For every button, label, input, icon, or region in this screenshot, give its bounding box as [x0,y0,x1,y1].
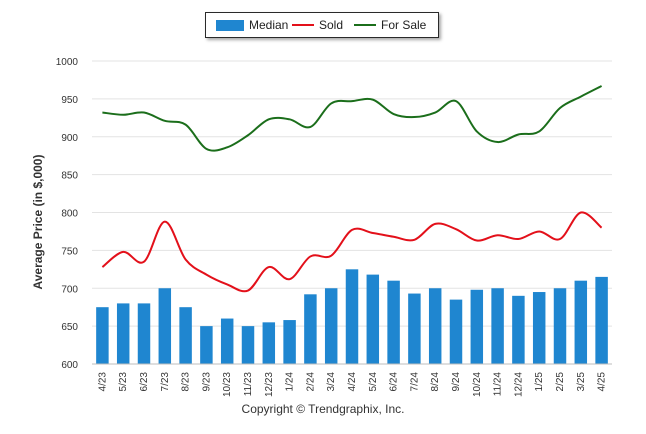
x-tick-label: 9/23 [201,372,212,392]
x-tick-label: 10/24 [472,372,483,397]
median-bar[interactable] [512,295,525,364]
legend-item-median[interactable]: Median [216,18,288,32]
x-tick-label: 3/25 [576,372,587,392]
x-tick-label: 4/24 [347,372,358,392]
median-bar[interactable] [283,320,296,364]
x-tick-label: 1/24 [285,372,296,392]
median-bar[interactable] [304,294,317,364]
median-bar[interactable] [470,289,484,364]
x-tick-label: 4/25 [597,372,608,392]
y-tick-label: 650 [61,322,78,333]
x-tick-label: 6/24 [389,372,400,392]
median-bar[interactable] [491,288,504,364]
y-tick-label: 800 [61,209,78,220]
x-tick-label: 12/24 [513,372,524,397]
legend-item-sold[interactable]: Sold [292,18,343,32]
median-bar[interactable] [532,292,546,364]
median-bar[interactable] [449,299,463,364]
legend-label-for-sale: For Sale [381,18,427,32]
y-tick-label: 1000 [56,57,79,68]
median-bar[interactable] [179,307,192,364]
median-bar[interactable] [200,326,213,364]
for-sale-line[interactable] [102,85,603,152]
x-tick-label: 3/24 [326,372,337,392]
y-tick-label: 900 [61,133,78,144]
x-tick-label: 4/23 [97,372,108,392]
median-bar[interactable] [241,326,255,364]
median-bar[interactable] [324,288,338,364]
x-tick-label: 7/23 [160,372,171,392]
x-tick-label: 5/24 [368,372,379,392]
y-tick-label: 850 [61,171,78,182]
legend-swatch-for-sale [354,24,376,26]
median-bar[interactable] [345,269,359,364]
median-bar[interactable] [366,274,380,364]
median-bar[interactable] [387,280,400,364]
median-bar[interactable] [220,318,234,364]
x-tick-label: 11/24 [493,372,504,397]
sold-line[interactable] [101,211,603,293]
x-tick-label: 10/23 [222,372,233,397]
x-tick-label: 8/23 [181,372,192,392]
copyright-footer: Copyright © Trendgraphix, Inc. [241,402,405,416]
x-tick-label: 5/23 [118,372,129,392]
x-tick-label: 2/25 [555,372,566,392]
median-bar[interactable] [158,288,172,364]
x-tick-label: 1/25 [534,372,545,392]
x-tick-label: 9/24 [451,372,462,392]
legend-label-sold: Sold [319,18,344,32]
median-bar[interactable] [116,303,130,364]
median-bar[interactable] [96,307,109,364]
legend-swatch-median [216,19,244,31]
y-tick-label: 700 [61,284,78,295]
x-tick-label: 12/23 [264,372,275,397]
y-tick-label: 950 [61,95,78,106]
x-tick-label: 7/24 [409,372,420,392]
x-tick-label: 6/23 [139,372,150,392]
legend-item-for-sale[interactable]: For Sale [354,18,426,32]
legend: Median Sold For Sale [205,12,439,38]
median-bar[interactable] [262,322,276,364]
median-bar[interactable] [428,288,442,364]
median-bar[interactable] [595,276,608,364]
median-bar[interactable] [137,303,151,364]
x-tick-label: 8/24 [430,372,441,392]
legend-label-median: Median [249,18,289,32]
x-tick-label: 11/23 [243,372,254,397]
median-bar[interactable] [574,280,588,364]
median-bar[interactable] [408,293,421,364]
y-tick-label: 750 [61,246,78,257]
x-tick-label: 2/24 [305,372,316,392]
median-bar[interactable] [553,288,567,364]
y-axis-title: Average Price (in $,000) [31,154,45,290]
legend-swatch-sold [292,24,314,26]
y-tick-label: 600 [61,360,78,371]
